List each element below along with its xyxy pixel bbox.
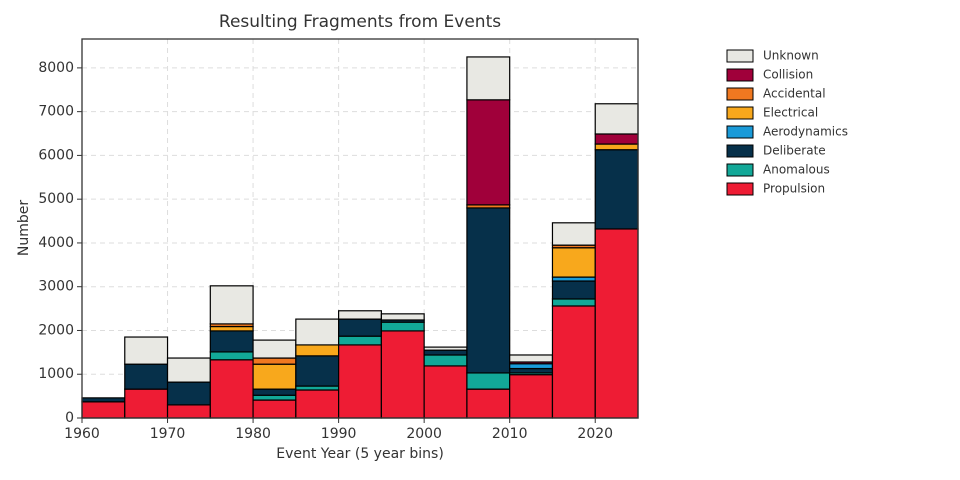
legend-label: Deliberate: [763, 144, 826, 158]
bar-segment: [166, 404, 211, 419]
x-tick-label: 2010: [492, 426, 528, 442]
bar-segment: [380, 313, 425, 321]
legend-label: Collision: [763, 68, 813, 82]
bar-segment: [509, 367, 554, 374]
bar-segment: [295, 389, 340, 419]
bar-segment: [551, 305, 596, 419]
chart-title: Resulting Fragments from Events: [219, 12, 501, 32]
bar-segment: [423, 354, 468, 367]
bar-segment: [466, 388, 511, 419]
bar-segment: [209, 330, 254, 353]
y-tick-label: 5000: [38, 191, 74, 207]
legend-label: Accidental: [763, 87, 826, 101]
legend-label: Unknown: [763, 49, 819, 63]
bar-segment: [209, 325, 254, 332]
bar-segment: [252, 388, 297, 396]
legend-swatch: [726, 163, 754, 177]
legend-swatch: [726, 182, 754, 196]
x-tick-label: 2020: [577, 426, 613, 442]
y-tick-label: 2000: [38, 322, 74, 338]
bar-segment: [423, 346, 468, 351]
bar-segment: [295, 318, 340, 346]
bar-segment: [423, 349, 468, 356]
plot-frame: [81, 38, 639, 419]
bar-segment: [551, 222, 596, 246]
bar-segment: [338, 318, 382, 337]
x-tick-label: 1990: [321, 426, 357, 442]
legend-swatch: [726, 106, 754, 120]
legend-label: Electrical: [763, 106, 818, 120]
bar-segment: [338, 344, 382, 419]
bar-segment: [209, 351, 254, 361]
bar-segment: [338, 310, 382, 320]
bar-segment: [209, 359, 254, 419]
bar-segment: [509, 374, 554, 419]
legend-swatch: [726, 49, 754, 63]
legend-swatch: [726, 144, 754, 158]
y-tick-label: 8000: [38, 60, 74, 76]
y-tick-label: 1000: [38, 366, 74, 382]
bar-segment: [380, 321, 425, 332]
y-tick-label: 4000: [38, 235, 74, 251]
bar-segment: [466, 56, 511, 101]
bar-segment: [466, 372, 511, 390]
x-tick-label: 1980: [235, 426, 271, 442]
bar-segment: [338, 335, 382, 346]
y-axis-label: Number: [16, 200, 32, 256]
bar-segment: [551, 298, 596, 307]
y-tick-label: 7000: [38, 104, 74, 120]
bar-segment: [124, 336, 169, 365]
bar-segment: [166, 381, 211, 406]
legend-label: Anomalous: [763, 163, 830, 177]
bar-segment: [81, 401, 126, 419]
bar-segment: [509, 363, 554, 370]
bar-segment: [124, 363, 169, 390]
bar-segment: [252, 357, 297, 365]
bar-segment: [295, 344, 340, 357]
bar-segment: [124, 388, 169, 419]
legend-swatch: [726, 125, 754, 139]
legend-label: Propulsion: [763, 182, 825, 196]
legend-swatch: [726, 87, 754, 101]
bar-segment: [252, 339, 297, 359]
bar-segment: [594, 228, 639, 419]
bar-segment: [466, 99, 511, 206]
bar-segment: [295, 355, 340, 387]
bar-segment: [594, 143, 639, 151]
bar-segment: [509, 354, 554, 363]
bar-segment: [81, 397, 126, 403]
bar-segment: [209, 285, 254, 325]
bar-segment: [252, 399, 297, 419]
bar-segment: [594, 103, 639, 135]
y-tick-label: 3000: [38, 279, 74, 295]
y-tick-label: 0: [65, 410, 74, 426]
bar-segment: [466, 207, 511, 374]
bar-segment: [594, 149, 639, 230]
bar-segment: [252, 363, 297, 390]
bar-segment: [423, 365, 468, 419]
y-tick-label: 6000: [38, 147, 74, 163]
bar-segment: [551, 280, 596, 300]
legend-label: Aerodynamics: [763, 125, 848, 139]
x-tick-label: 1960: [64, 426, 100, 442]
bar-segment: [380, 330, 425, 419]
x-tick-label: 2000: [406, 426, 442, 442]
legend-swatch: [726, 68, 754, 82]
bar-segment: [594, 133, 639, 145]
x-axis-label: Event Year (5 year bins): [276, 446, 444, 462]
bar-segment: [252, 394, 297, 401]
bar-segment: [166, 357, 211, 383]
bar-segment: [551, 247, 596, 278]
x-tick-label: 1970: [150, 426, 186, 442]
